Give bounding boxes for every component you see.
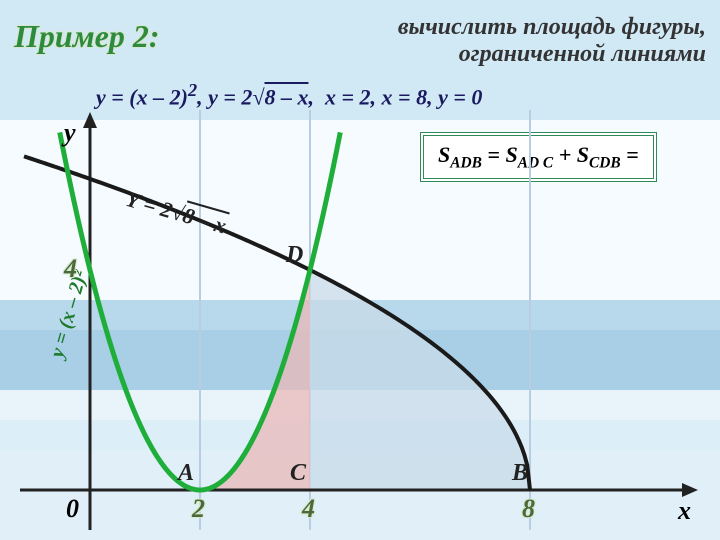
title: Пример 2: — [14, 18, 159, 55]
point-D: D — [286, 242, 303, 269]
point-B: B — [512, 460, 528, 487]
region-cdb — [310, 270, 530, 490]
origin-label: 0 — [66, 494, 79, 524]
subtitle-line1: вычислить площадь фигуры, — [216, 14, 706, 41]
x-tick-2: 2 — [192, 494, 205, 524]
chart — [20, 110, 700, 530]
point-A: A — [178, 460, 194, 487]
subtitle-line2: ограниченной линиями — [216, 41, 706, 68]
equation-line: y = (x – 2)2, y = 2√8 – x, x = 2, x = 8,… — [96, 80, 482, 110]
x-tick-4: 4 — [302, 494, 315, 524]
y-axis-label: y — [64, 118, 76, 148]
region-adc — [200, 270, 310, 490]
subtitle: вычислить площадь фигуры, ограниченной л… — [216, 14, 706, 68]
x-tick-8: 8 — [522, 494, 535, 524]
y-tick-4: 4 — [64, 254, 77, 284]
point-C: C — [290, 460, 306, 487]
x-axis-label: x — [678, 496, 691, 526]
